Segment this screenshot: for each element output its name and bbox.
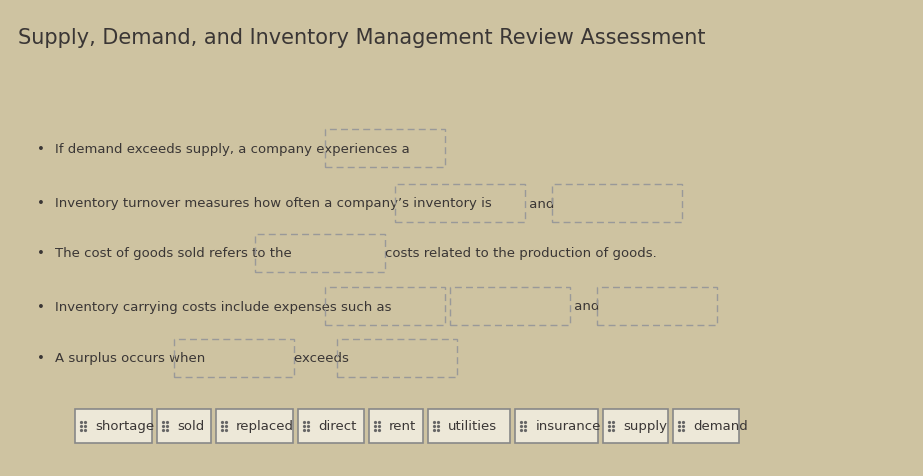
Text: demand: demand xyxy=(693,420,749,433)
Text: •: • xyxy=(37,352,45,365)
Text: shortage: shortage xyxy=(95,420,154,433)
Bar xyxy=(603,409,668,443)
Text: rent: rent xyxy=(389,420,416,433)
Bar xyxy=(552,185,682,223)
Bar xyxy=(255,235,385,272)
Bar xyxy=(597,288,717,325)
Bar xyxy=(450,288,570,325)
Text: Supply, Demand, and Inventory Management Review Assessment: Supply, Demand, and Inventory Management… xyxy=(18,28,705,48)
Text: If demand exceeds supply, a company experiences a: If demand exceeds supply, a company expe… xyxy=(55,142,414,155)
Text: A surplus occurs when: A surplus occurs when xyxy=(55,352,210,365)
Text: •: • xyxy=(37,247,45,260)
Text: supply: supply xyxy=(623,420,666,433)
Text: The cost of goods sold refers to the: The cost of goods sold refers to the xyxy=(55,247,296,260)
Bar xyxy=(75,409,151,443)
Bar xyxy=(674,409,739,443)
Bar xyxy=(515,409,598,443)
Text: and: and xyxy=(525,197,558,210)
Bar xyxy=(368,409,423,443)
Bar xyxy=(325,288,445,325)
Bar xyxy=(337,339,457,377)
Bar xyxy=(395,185,525,223)
Bar xyxy=(157,409,211,443)
Bar xyxy=(428,409,510,443)
Text: direct: direct xyxy=(318,420,356,433)
Text: Inventory carrying costs include expenses such as: Inventory carrying costs include expense… xyxy=(55,300,396,313)
Bar xyxy=(174,339,294,377)
Text: costs related to the production of goods.: costs related to the production of goods… xyxy=(385,247,656,260)
Bar xyxy=(298,409,364,443)
Bar xyxy=(325,130,445,168)
Text: utilities: utilities xyxy=(448,420,497,433)
Text: Inventory turnover measures how often a company’s inventory is: Inventory turnover measures how often a … xyxy=(55,197,496,210)
Text: •: • xyxy=(37,197,45,210)
Text: sold: sold xyxy=(177,420,204,433)
Text: replaced: replaced xyxy=(236,420,294,433)
Text: exceeds: exceeds xyxy=(294,352,353,365)
Text: •: • xyxy=(37,142,45,155)
Text: insurance: insurance xyxy=(535,420,601,433)
Bar xyxy=(216,409,293,443)
Text: and: and xyxy=(570,300,604,313)
Text: •: • xyxy=(37,300,45,313)
